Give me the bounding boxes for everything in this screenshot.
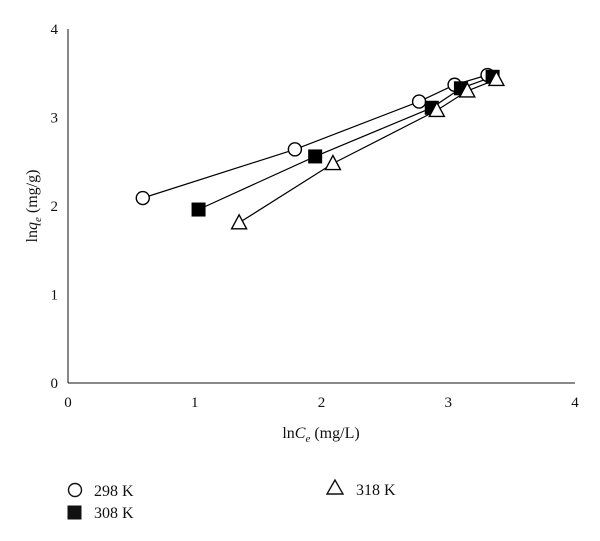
x-axis-title: lnCe (mg/L): [282, 425, 359, 445]
y-axis-title: lnqe (mg/g): [24, 170, 44, 243]
y-tick-label: 2: [51, 199, 59, 215]
x-tick-label: 0: [64, 395, 72, 411]
plot-area: 0 1 2 3 4 0 1 2 3 4: [51, 22, 580, 411]
legend-label-308k: 308 K: [94, 505, 134, 522]
series-line-1: [198, 76, 493, 211]
x-tick-label: 3: [445, 395, 453, 411]
series-line-0: [142, 74, 488, 199]
legend-label-318k: 318 K: [356, 482, 396, 499]
data-point-circle: [411, 94, 427, 109]
y-tick-label: 3: [51, 111, 59, 127]
series-lines: [142, 74, 497, 224]
x-tick-labels: 0 1 2 3 4: [64, 395, 579, 411]
data-point-circle: [135, 190, 150, 206]
legend-item-318k: 318 K: [325, 478, 396, 499]
y-tick-label: 0: [51, 376, 59, 392]
data-point-square: [308, 149, 323, 164]
x-tick-label: 4: [571, 395, 579, 411]
data-point-triangle: [458, 81, 476, 98]
data-point-triangle: [428, 100, 446, 118]
legend-marker-triangle: [325, 478, 345, 495]
legend-marker-square: [67, 505, 82, 520]
data-point-triangle: [324, 154, 342, 171]
data-point-triangle: [230, 213, 248, 230]
series-points: [135, 67, 506, 230]
series-line-2: [238, 78, 497, 224]
legend-item-298k: 298 K: [67, 482, 134, 500]
y-tick-labels: 0 1 2 3 4: [51, 22, 59, 392]
data-point-square: [191, 202, 206, 217]
data-point-triangle: [487, 69, 506, 87]
y-tick-label: 4: [51, 22, 59, 38]
legend-marker-circle: [67, 482, 83, 498]
legend-label-298k: 298 K: [94, 483, 134, 500]
x-tick-label: 1: [191, 395, 199, 411]
legend-item-308k: 308 K: [67, 505, 134, 522]
y-tick-label: 1: [51, 288, 59, 304]
legend: 298 K 308 K 318 K: [67, 478, 396, 522]
data-point-circle: [287, 142, 303, 157]
x-tick-label: 2: [318, 395, 326, 411]
